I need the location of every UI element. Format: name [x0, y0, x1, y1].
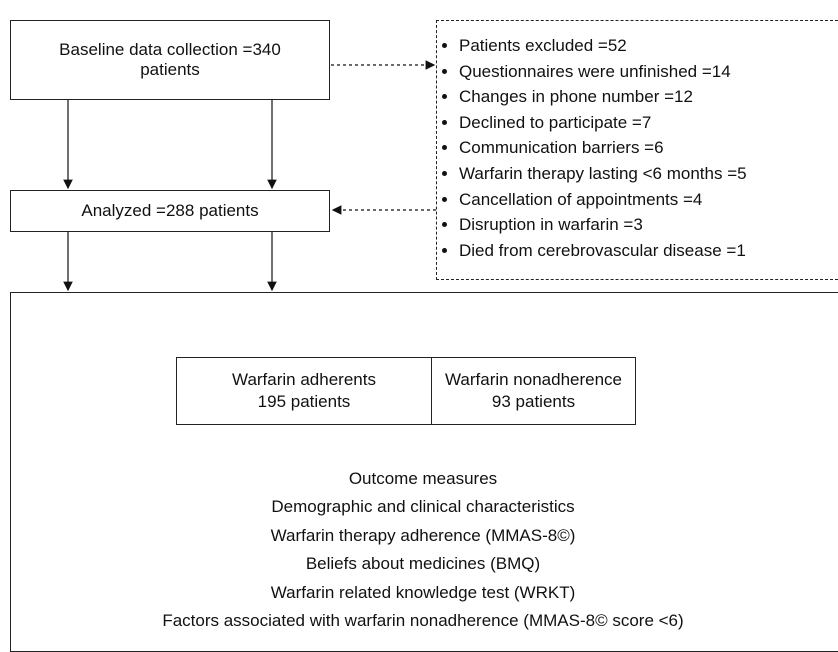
group-name: Warfarin adherents: [232, 370, 376, 389]
outcomes-box: [10, 292, 838, 652]
baseline-label: Baseline data collection =340 patients: [59, 40, 281, 79]
outcome-item: Beliefs about medicines (BMQ): [305, 554, 541, 574]
outcome-item: Warfarin related knowledge test (WRKT): [270, 582, 576, 602]
excluded-box: Patients excluded =52Questionnaires were…: [436, 20, 838, 280]
outcome-title: Outcome measures: [348, 469, 498, 488]
excluded-item: Died from cerebrovascular disease =1: [459, 238, 747, 264]
excluded-item: Cancellation of appointments =4: [459, 187, 747, 213]
excluded-item: Changes in phone number =12: [459, 84, 747, 110]
group-count: 195 patients: [257, 392, 351, 411]
group-box: Warfarin nonadherence 93 patients: [431, 357, 636, 425]
excluded-item: Disruption in warfarin =3: [459, 212, 747, 238]
analyzed-label: Analyzed =288 patients: [81, 201, 259, 220]
excluded-item: Patients excluded =52: [459, 33, 747, 59]
excluded-item: Warfarin therapy lasting <6 months =5: [459, 161, 747, 187]
excluded-item: Questionnaires were unfinished =14: [459, 59, 747, 85]
group-box: Warfarin adherents 195 patients: [176, 357, 432, 425]
outcome-list: Outcome measures Demographic and clinica…: [10, 465, 836, 635]
excluded-item: Communication barriers =6: [459, 135, 747, 161]
group-name: Warfarin nonadherence: [444, 370, 623, 389]
analyzed-box: Analyzed =288 patients: [10, 190, 330, 232]
outcome-item: Demographic and clinical characteristics: [271, 497, 575, 517]
excluded-list: Patients excluded =52Questionnaires were…: [437, 33, 747, 263]
group-count: 93 patients: [491, 392, 576, 411]
excluded-item: Declined to participate =7: [459, 110, 747, 136]
outcome-item: Factors associated with warfarin nonadhe…: [162, 611, 684, 631]
outcome-item: Warfarin therapy adherence (MMAS-8©): [270, 525, 576, 545]
baseline-box: Baseline data collection =340 patients: [10, 20, 330, 100]
